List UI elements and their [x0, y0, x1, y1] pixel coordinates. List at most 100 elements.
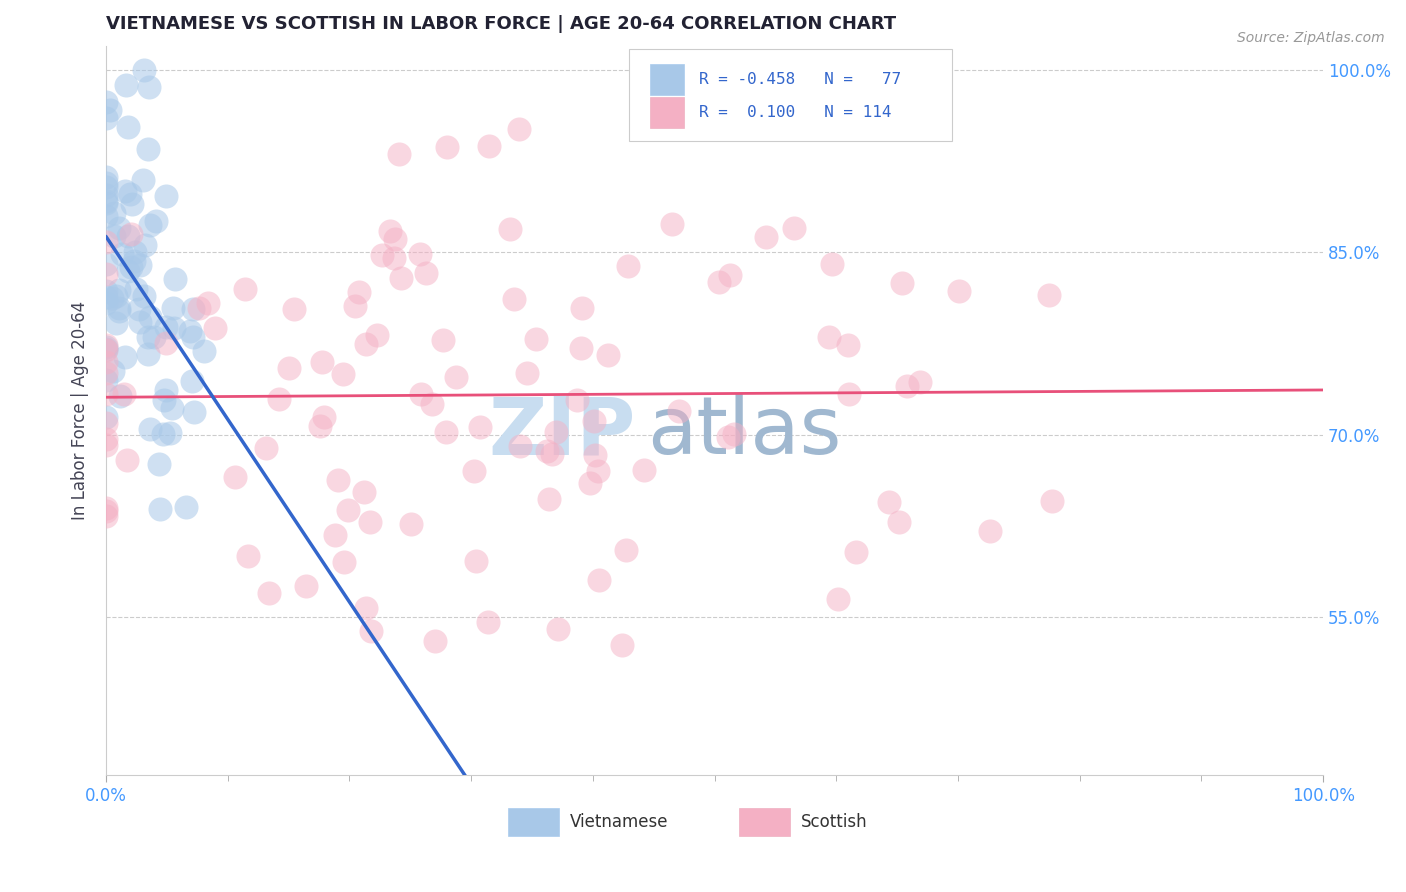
Text: Vietnamese: Vietnamese: [569, 814, 668, 831]
Point: [236, 549, 259, 563]
Point: [269, 392, 291, 406]
Point: [583, 448, 606, 462]
Point: [94, 340, 117, 354]
Point: [94, 111, 117, 125]
Point: [436, 425, 458, 439]
Point: [347, 285, 370, 299]
Point: [579, 475, 602, 490]
Point: [94, 180, 117, 194]
Point: [138, 142, 160, 156]
Point: [105, 289, 128, 303]
Point: [516, 366, 538, 380]
Point: [409, 246, 432, 260]
Point: [188, 301, 211, 315]
Point: [359, 516, 381, 530]
Point: [233, 282, 256, 296]
Point: [104, 316, 127, 330]
Point: [877, 494, 900, 508]
Text: atlas: atlas: [648, 393, 842, 471]
Point: [134, 238, 156, 252]
Point: [827, 592, 849, 607]
Point: [668, 403, 690, 417]
Point: [94, 296, 117, 310]
Point: [544, 425, 567, 439]
Point: [420, 397, 443, 411]
Point: [571, 301, 593, 316]
Point: [94, 194, 117, 208]
Point: [94, 438, 117, 452]
Point: [108, 220, 131, 235]
Point: [478, 139, 501, 153]
Point: [163, 271, 186, 285]
FancyBboxPatch shape: [740, 808, 790, 836]
Point: [477, 615, 499, 629]
Point: [540, 447, 562, 461]
Point: [131, 173, 153, 187]
FancyBboxPatch shape: [630, 49, 952, 141]
Point: [155, 189, 177, 203]
Point: [817, 330, 839, 344]
Point: [353, 485, 375, 500]
Point: [356, 337, 378, 351]
Point: [117, 264, 139, 278]
Point: [356, 601, 378, 615]
Point: [565, 392, 588, 407]
Point: [610, 638, 633, 652]
Point: [311, 355, 333, 369]
Point: [468, 419, 491, 434]
Point: [845, 544, 868, 558]
Point: [124, 245, 146, 260]
Point: [108, 389, 131, 403]
Point: [114, 184, 136, 198]
Text: R = -0.458   N =   77: R = -0.458 N = 77: [699, 71, 901, 87]
Point: [661, 217, 683, 231]
Point: [718, 268, 741, 282]
Point: [723, 427, 745, 442]
Text: ZIP: ZIP: [488, 393, 636, 471]
Point: [436, 140, 458, 154]
Point: [94, 509, 117, 524]
Y-axis label: In Labor Force | Age 20-64: In Labor Force | Age 20-64: [72, 301, 89, 520]
Point: [94, 290, 117, 304]
Point: [614, 543, 637, 558]
Point: [163, 321, 186, 335]
Point: [344, 299, 367, 313]
Point: [94, 95, 117, 109]
Point: [283, 301, 305, 316]
Text: Scottish: Scottish: [801, 814, 868, 831]
Point: [444, 369, 467, 384]
Point: [423, 633, 446, 648]
Point: [332, 367, 354, 381]
Point: [821, 256, 844, 270]
Point: [160, 401, 183, 415]
Point: [370, 248, 392, 262]
Point: [193, 343, 215, 358]
Point: [717, 430, 740, 444]
Point: [94, 257, 117, 271]
Text: VIETNAMESE VS SCOTTISH IN LABOR FORCE | AGE 20-64 CORRELATION CHART: VIETNAMESE VS SCOTTISH IN LABOR FORCE | …: [105, 15, 896, 33]
Point: [94, 187, 117, 202]
Point: [181, 374, 204, 388]
Point: [108, 283, 131, 297]
Point: [111, 247, 134, 261]
Point: [138, 422, 160, 436]
Point: [94, 267, 117, 281]
Point: [152, 426, 174, 441]
Point: [114, 350, 136, 364]
Point: [132, 62, 155, 77]
Point: [94, 235, 117, 250]
Point: [675, 87, 697, 101]
Point: [783, 220, 806, 235]
Point: [889, 515, 911, 529]
Point: [838, 387, 860, 401]
Point: [94, 284, 117, 298]
FancyBboxPatch shape: [650, 97, 685, 128]
Point: [837, 337, 859, 351]
Point: [115, 452, 138, 467]
Point: [121, 197, 143, 211]
Point: [179, 324, 201, 338]
Point: [582, 414, 605, 428]
Point: [596, 348, 619, 362]
Point: [277, 361, 299, 376]
Point: [120, 227, 142, 241]
